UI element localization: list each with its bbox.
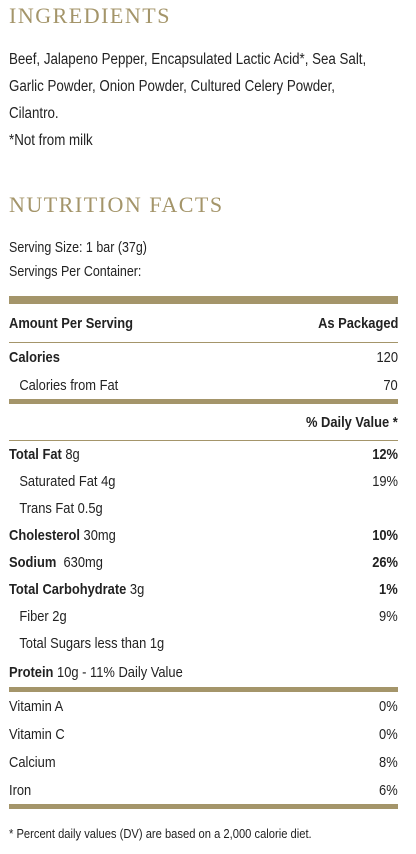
ingredients-line: Beef, Jalapeno Pepper, Encapsulated Lact… <box>9 51 367 68</box>
vitamin-c-dv: 0% <box>379 725 398 743</box>
fiber-row: Fiber 2g 9% <box>9 603 398 630</box>
saturated-fat-label: Saturated Fat 4g <box>19 473 116 490</box>
total-fat-row: Total Fat 8g 12% <box>9 441 398 468</box>
calcium-row: Calcium 8% <box>9 748 398 776</box>
iron-row: Iron 6% <box>9 776 398 804</box>
total-fat-amount: 8g <box>61 446 80 463</box>
vitamin-a-label: Vitamin A <box>9 697 64 715</box>
as-packaged-label: As Packaged <box>317 314 398 332</box>
serving-info: Serving Size: 1 bar (37g) Servings Per C… <box>9 236 147 284</box>
sodium-row: Sodium 630mg 26% <box>9 549 398 576</box>
ingredients-line: Cilantro. <box>9 105 59 122</box>
ingredients-line: Garlic Powder, Onion Powder, Cultured Ce… <box>9 78 336 95</box>
sodium-label: Sodium <box>9 554 57 571</box>
saturated-fat-dv: 19% <box>372 473 398 490</box>
ingredients-text: Beef, Jalapeno Pepper, Encapsulated Lact… <box>9 46 367 154</box>
protein-amount: 10g - 11% Daily Value <box>53 663 183 681</box>
divider-medium <box>9 804 398 809</box>
trans-fat-label: Trans Fat 0.5g <box>19 500 103 517</box>
servings-per-container: Servings Per Container: <box>9 264 142 280</box>
vitamin-a-dv: 0% <box>379 697 398 715</box>
daily-value-header: % Daily Value * <box>306 413 398 431</box>
calcium-dv: 8% <box>379 753 398 771</box>
total-carbohydrate-amount: 3g <box>126 581 145 598</box>
saturated-fat-row: Saturated Fat 4g 19% <box>9 468 398 495</box>
serving-size: Serving Size: 1 bar (37g) <box>9 240 147 256</box>
iron-dv: 6% <box>379 781 398 799</box>
calories-label: Calories <box>9 348 60 366</box>
total-carbohydrate-dv: 1% <box>379 581 398 598</box>
table-header-row: Amount Per Serving As Packaged <box>9 304 398 342</box>
protein-label: Protein <box>9 663 54 681</box>
total-sugars-row: Total Sugars less than 1g <box>9 630 398 657</box>
fiber-dv: 9% <box>379 608 398 625</box>
total-fat-dv: 12% <box>372 446 398 463</box>
footnote: * Percent daily values (DV) are based on… <box>9 826 312 841</box>
ingredients-heading: INGREDIENTS <box>9 3 171 28</box>
divider-medium <box>9 687 398 692</box>
daily-value-header-row: % Daily Value * <box>9 404 398 440</box>
cholesterol-row: Cholesterol 30mg 10% <box>9 522 398 549</box>
ingredients-note: *Not from milk <box>9 132 93 149</box>
fiber-label: Fiber 2g <box>19 608 67 625</box>
calories-from-fat-label: Calories from Fat <box>19 376 119 394</box>
iron-label: Iron <box>9 781 32 799</box>
amount-per-serving-label: Amount Per Serving <box>9 314 134 332</box>
vitamin-c-row: Vitamin C 0% <box>9 720 398 748</box>
trans-fat-row: Trans Fat 0.5g <box>9 495 398 522</box>
nutrition-heading: NUTRITION FACTS <box>9 192 224 217</box>
cholesterol-label: Cholesterol <box>9 527 80 544</box>
calories-row: Calories 120 <box>9 343 398 371</box>
divider-thick <box>9 296 398 304</box>
divider <box>9 440 398 441</box>
calcium-label: Calcium <box>9 753 56 771</box>
protein-row: Protein 10g - 11% Daily Value <box>9 657 398 687</box>
divider-medium <box>9 399 398 404</box>
calories-from-fat-row: Calories from Fat 70 <box>9 371 398 399</box>
calories-from-fat-value: 70 <box>383 376 398 394</box>
total-carbohydrate-row: Total Carbohydrate 3g 1% <box>9 576 398 603</box>
divider <box>9 342 398 343</box>
total-sugars-label: Total Sugars less than 1g <box>19 635 165 652</box>
sodium-amount: 630mg <box>56 554 103 571</box>
total-carbohydrate-label: Total Carbohydrate <box>9 581 127 598</box>
vitamin-a-row: Vitamin A 0% <box>9 692 398 720</box>
sodium-dv: 26% <box>372 554 398 571</box>
vitamin-c-label: Vitamin C <box>9 725 65 743</box>
calories-value: 120 <box>376 348 398 366</box>
nutrition-table: Amount Per Serving As Packaged Calories … <box>9 296 398 809</box>
cholesterol-dv: 10% <box>372 527 398 544</box>
total-fat-label: Total Fat <box>9 446 62 463</box>
cholesterol-amount: 30mg <box>79 527 116 544</box>
